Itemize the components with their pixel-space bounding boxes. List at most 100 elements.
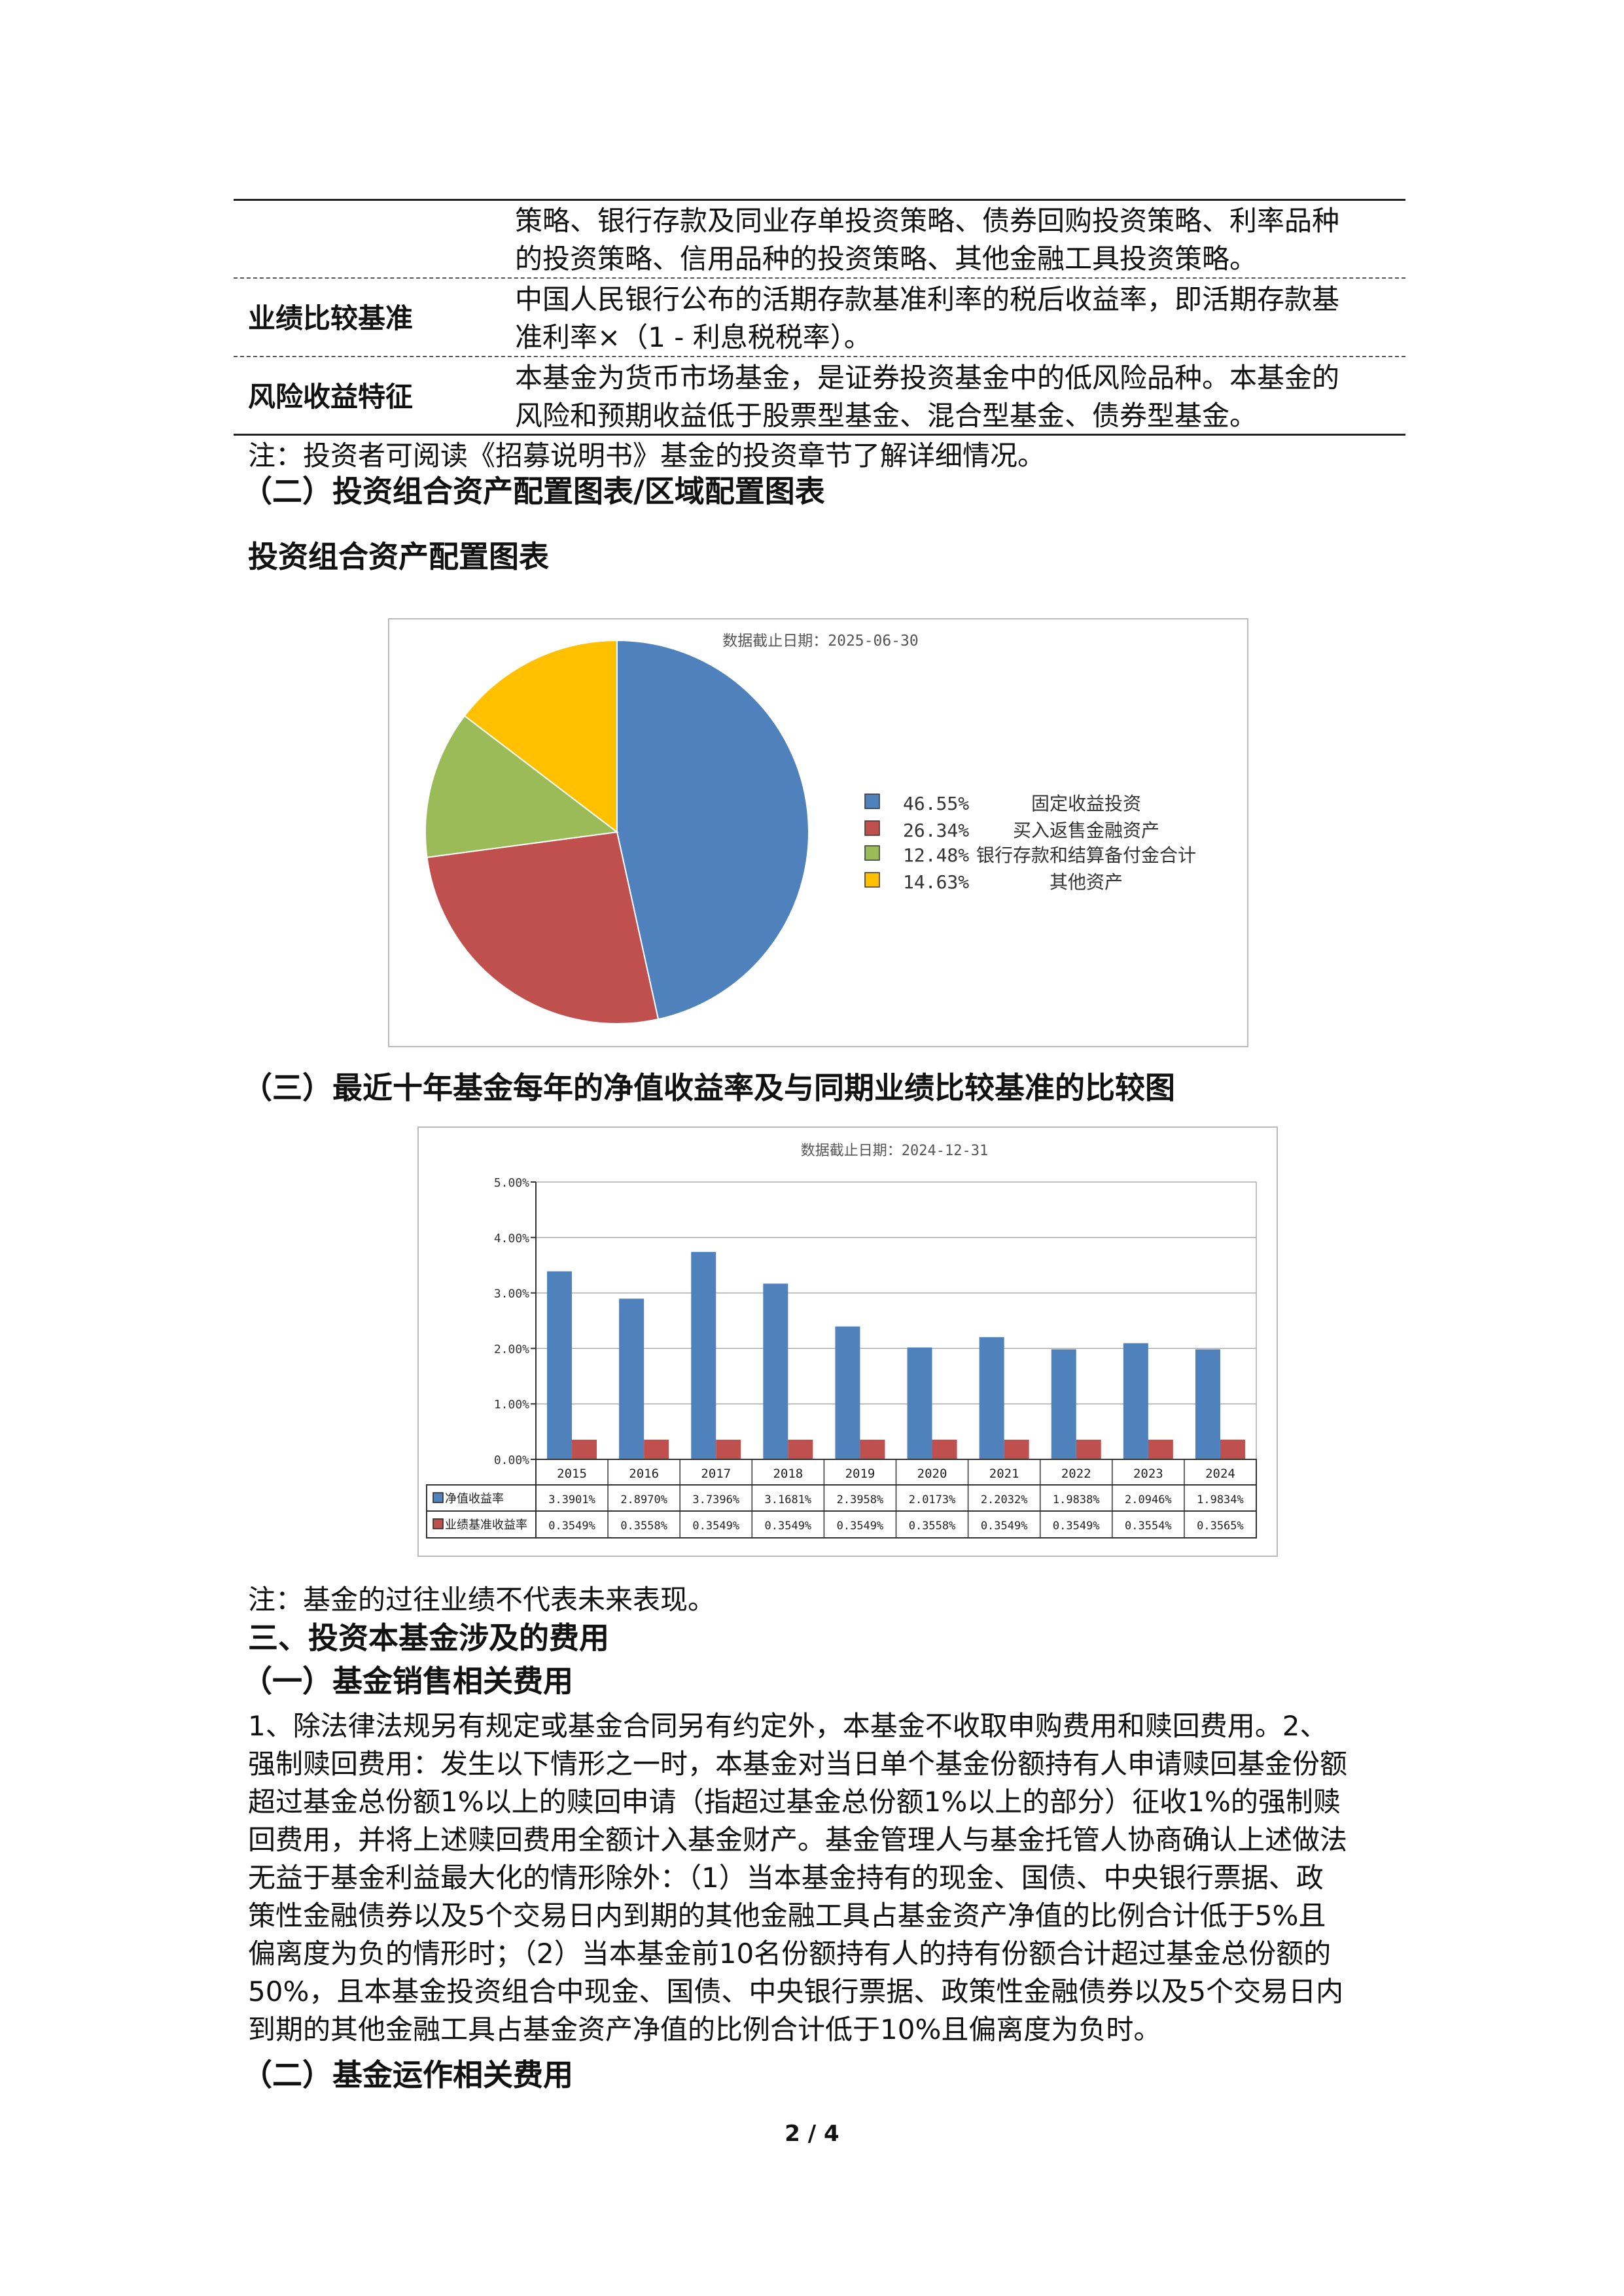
y-tick-label: 1.00% [494, 1398, 529, 1412]
benchmark-bar [1004, 1439, 1029, 1459]
nav-return-bar [1123, 1343, 1148, 1459]
benchmark-line1: 中国人民银行公布的活期存款基准利率的税后收益率，即活期存款基 [515, 283, 1340, 315]
row-divider [234, 356, 1405, 357]
paragraph-line: 1、除法律法规另有规定或基金合同另有约定外，本基金不收取申购费用和赎回费用。2、 [248, 1710, 1328, 1742]
legend-swatch [864, 845, 880, 861]
pie-date-label: 数据截止日期：2025-06-30 [722, 633, 918, 650]
legend-swatch [864, 793, 880, 809]
series-name: 净值收益率 [445, 1492, 504, 1506]
benchmark-bar [1076, 1439, 1101, 1459]
x-category-label: 2022 [1061, 1467, 1091, 1481]
nav-return-bar [979, 1337, 1004, 1459]
pie-slice [426, 831, 660, 1024]
legend-label: 固定收益投资 [1031, 793, 1141, 814]
table-value: 1.9838% [1053, 1493, 1100, 1506]
benchmark-line2: 准利率×（1 - 利息税税率）。 [515, 321, 872, 353]
nav-return-bar [907, 1347, 932, 1459]
x-category-label: 2024 [1205, 1467, 1235, 1481]
fees-sales-heading: （一）基金销售相关费用 [242, 1663, 573, 1699]
x-category-label: 2019 [845, 1467, 875, 1481]
x-category-label: 2021 [989, 1467, 1019, 1481]
table-value: 2.2032% [981, 1493, 1028, 1506]
y-tick-label: 3.00% [494, 1287, 529, 1301]
performance-comparison-chart: 数据截止日期：2024-12-31 0.00% 1.00% 2.00% 3.00% 4.… [417, 1126, 1278, 1557]
paragraph-line: 无益于基金利益最大化的情形除外：（1）当本基金持有的现金、国债、中央银行票据、政 [248, 1862, 1324, 1894]
table-row-strategy-line1: 策略、银行存款及同业存单投资策略、债券回购投资策略、利率品种 [515, 205, 1340, 237]
pie-slice [425, 714, 619, 858]
paragraph-line: 偏离度为负的情形时；（2）当本基金前10名份额持有人的持有份额合计超过基金总份额… [248, 1938, 1332, 1970]
x-category-label: 2016 [629, 1467, 659, 1481]
table-value: 3.1681% [765, 1493, 812, 1506]
table-value: 0.3554% [1125, 1520, 1172, 1533]
nav-return-bar [691, 1251, 716, 1459]
y-tick-label: 5.00% [494, 1176, 529, 1190]
legend-swatch [864, 820, 880, 836]
x-category-label: 2017 [701, 1467, 731, 1481]
benchmark-label: 业绩比较基准 [248, 302, 414, 334]
benchmark-bar [1148, 1439, 1173, 1459]
legend-percent: 12.48% [903, 844, 969, 866]
benchmark-bar [860, 1439, 885, 1459]
pie-heading: 投资组合资产配置图表 [248, 539, 549, 574]
legend-label: 其他资产 [1050, 871, 1123, 893]
benchmark-bar [932, 1439, 957, 1459]
table-value: 3.3901% [548, 1493, 595, 1506]
table-note: 注：投资者可阅读《招募说明书》基金的投资章节了解详细情况。 [248, 440, 1046, 472]
benchmark-bar [644, 1439, 669, 1459]
pie-slice [616, 639, 809, 1020]
risk-line1: 本基金为货币市场基金，是证券投资基金中的低风险品种。本基金的 [515, 362, 1340, 394]
paragraph-line: 策性金融债券以及5个交易日内到期的其他金融工具占基金资产净值的比例合计低于5%且 [248, 1900, 1326, 1932]
risk-line2: 风险和预期收益低于股票型基金、混合型基金、债券型基金。 [515, 400, 1258, 432]
paragraph-line: 50%，且本基金投资组合中现金、国债、中央银行票据、政策性金融债券以及5个交易日… [248, 1975, 1344, 2008]
pie-slice [463, 639, 618, 834]
legend-swatch [864, 872, 880, 888]
x-category-label: 2015 [557, 1467, 587, 1481]
legend-percent: 26.34% [903, 820, 969, 841]
bar-chart-svg: 数据截止日期：2024-12-31 0.00% 1.00% 2.00% 3.00% 4.… [426, 1143, 1257, 1539]
row-divider [234, 277, 1405, 279]
table-value: 1.9834% [1197, 1493, 1244, 1506]
table-value: 0.3549% [692, 1520, 739, 1533]
risk-label: 风险收益特征 [248, 381, 414, 413]
table-value: 2.3958% [837, 1493, 884, 1506]
fees-heading: 三、投资本基金涉及的费用 [248, 1620, 609, 1656]
legend-percent: 46.55% [903, 793, 969, 814]
paragraph-line: 回费用，并将上述赎回费用全额计入基金财产。基金管理人与基金托管人协商确认上述做法 [248, 1824, 1348, 1856]
chart-note: 注：基金的过往业绩不代表未来表现。 [248, 1584, 716, 1616]
x-category-label: 2023 [1133, 1467, 1163, 1481]
fees-operation-heading: （二）基金运作相关费用 [242, 2057, 573, 2093]
benchmark-bar [716, 1439, 741, 1459]
table-value: 2.0173% [909, 1493, 956, 1506]
y-tick-label: 0.00% [494, 1453, 529, 1467]
nav-return-bar [619, 1298, 644, 1459]
table-value: 0.3558% [620, 1520, 667, 1533]
benchmark-bar [1220, 1439, 1245, 1459]
table-value: 0.3565% [1197, 1520, 1244, 1533]
table-value: 3.7396% [692, 1493, 739, 1506]
section2-heading: （二）投资组合资产配置图表/区域配置图表 [242, 474, 825, 509]
y-tick-label: 2.00% [494, 1342, 529, 1356]
series-swatch [432, 1492, 444, 1503]
x-category-label: 2018 [773, 1467, 803, 1481]
fees-paragraph: 1、除法律法规另有规定或基金合同另有约定外，本基金不收取申购费用和赎回费用。2、… [248, 1707, 1347, 2049]
nav-return-bar [547, 1271, 573, 1459]
table-value: 0.3549% [837, 1520, 884, 1533]
paragraph-line: 强制赎回费用：发生以下情形之一时，本基金对当日单个基金份额持有人申请赎回基金份额 [248, 1748, 1348, 1780]
legend-percent: 14.63% [903, 871, 969, 893]
nav-return-bar [835, 1326, 860, 1459]
table-value: 0.3549% [981, 1520, 1028, 1533]
benchmark-bar [572, 1439, 597, 1459]
series-name: 业绩基准收益率 [445, 1518, 527, 1532]
x-category-label: 2020 [917, 1467, 947, 1481]
table-value: 2.0946% [1125, 1493, 1172, 1506]
legend-label: 银行存款和结算备付金合计 [976, 844, 1196, 866]
table-value: 0.3549% [765, 1520, 812, 1533]
table-value: 0.3558% [909, 1520, 956, 1533]
series-swatch [432, 1518, 444, 1529]
table-row-strategy-line2: 的投资策略、信用品种的投资策略、其他金融工具投资策略。 [515, 243, 1258, 275]
table-bottom-border [234, 434, 1405, 436]
benchmark-bar [788, 1439, 813, 1459]
asset-allocation-chart: 数据截止日期：2025-06-30 46.55% 固定收益投资 26.34% 买入返售… [388, 618, 1248, 1047]
paragraph-line: 超过基金总份额1%以上的赎回申请（指超过基金总份额1%以上的部分）征收1%的强制… [248, 1786, 1341, 1818]
y-tick-label: 4.00% [494, 1232, 529, 1245]
